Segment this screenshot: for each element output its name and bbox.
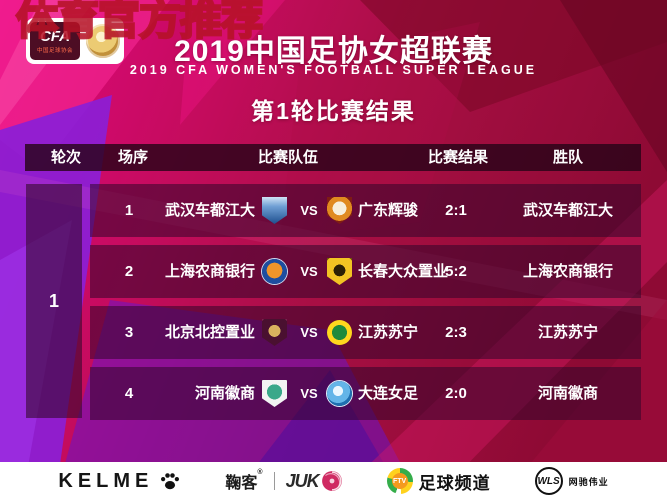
team-logo-changchun-icon [327, 258, 352, 285]
vs-label: VS [300, 264, 318, 279]
sponsor-juke: 鞠客® JUK [225, 469, 342, 493]
cfa-logo: CFA 中国足球协会 [26, 18, 124, 64]
match-number: 3 [124, 324, 134, 341]
match-score: 2:3 [445, 324, 467, 341]
vs-label: VS [300, 386, 318, 401]
match-score: 5:2 [445, 263, 467, 280]
team-logo-guangdong-icon [327, 197, 352, 224]
match-number: 1 [124, 202, 134, 219]
page-subtitle: 2019 CFA WOMEN'S FOOTBALL SUPER LEAGUE [129, 63, 538, 77]
team-logo-henan-icon [262, 380, 287, 407]
team-logo-beijing-icon [262, 319, 287, 346]
team-logo-wuhan-icon [262, 197, 287, 224]
wls-circle-icon: WLS [534, 467, 563, 495]
home-team-name: 北京北控置业 [164, 324, 255, 341]
winner-team-name: 武汉车都江大 [522, 202, 613, 219]
cfa-emblem-icon [86, 24, 120, 58]
ftv-name-label: 足球频道 [418, 473, 491, 493]
team-logo-shanghai-icon [262, 259, 287, 284]
cfa-name-cn-label: 中国足球协会 [36, 47, 73, 54]
sponsor-kelme: KELME [58, 470, 181, 493]
away-team-name: 江苏苏宁 [358, 324, 419, 341]
home-team-name: 武汉车都江大 [164, 202, 255, 219]
home-team-name: 上海农商银行 [164, 263, 255, 280]
sponsor-wls: WLS 网驰伟业 [534, 467, 609, 495]
cfa-abbr-label: CFA [40, 27, 70, 45]
wls-name-label: 网驰伟业 [568, 476, 609, 487]
table-row: 2 上海农商银行 VS 长春大众置业 5:2 上海农商银行 [90, 245, 641, 298]
juke-divider [273, 472, 275, 490]
winner-team-name: 上海农商银行 [522, 263, 613, 280]
kelme-paw-icon [161, 473, 180, 490]
ftv-abbr-label: FTV [391, 473, 408, 489]
match-score: 2:1 [445, 202, 467, 219]
match-score: 2:0 [445, 385, 467, 402]
table-header: 轮次 场序 比赛队伍 比赛结果 胜队 [25, 144, 641, 171]
vs-label: VS [300, 203, 318, 218]
juke-flower-icon [321, 471, 342, 491]
juke-en-label: JUK [285, 470, 320, 491]
col-header-teams: 比赛队伍 [257, 149, 318, 166]
table-row: 3 北京北控置业 VS 江苏苏宁 2:3 江苏苏宁 [90, 306, 641, 359]
col-header-result: 比赛结果 [427, 149, 488, 166]
match-number: 2 [124, 263, 134, 280]
away-team-name: 大连女足 [358, 385, 419, 402]
juke-cn-label: 鞠客® [225, 469, 263, 492]
round-number-cell: 1 [26, 184, 82, 418]
away-team-name: 长春大众置业 [358, 263, 449, 280]
juke-reg-mark: ® [257, 469, 263, 476]
winner-team-name: 江苏苏宁 [537, 324, 598, 341]
ftv-ball-icon: FTV [386, 468, 413, 494]
away-team-name: 广东辉骏 [358, 202, 419, 219]
team-logo-jiangsu-icon [327, 320, 352, 345]
sponsor-strip: KELME 鞠客® JUK FTV 足球频道 WLS 网驰伟业 [0, 462, 667, 500]
team-logo-dalian-icon [327, 381, 352, 406]
col-header-match-no: 场序 [117, 149, 148, 166]
table-row: 4 河南徽商 VS 大连女足 2:0 河南徽商 [90, 367, 641, 420]
kelme-logo-text: KELME [58, 469, 154, 492]
winner-team-name: 河南徽商 [537, 385, 598, 402]
match-number: 4 [124, 385, 134, 402]
table-row: 1 武汉车都江大 VS 广东辉骏 2:1 武汉车都江大 [90, 184, 641, 237]
col-header-winner: 胜队 [552, 149, 583, 166]
round-title: 第1轮比赛结果 [251, 98, 416, 124]
vs-label: VS [300, 325, 318, 340]
col-header-round: 轮次 [50, 149, 81, 166]
page-title: 2019中国足协女超联赛 [174, 35, 493, 68]
cfa-logo-left: CFA 中国足球协会 [30, 22, 80, 60]
home-team-name: 河南徽商 [194, 385, 255, 402]
sponsor-ftv: FTV 足球频道 [386, 468, 491, 494]
